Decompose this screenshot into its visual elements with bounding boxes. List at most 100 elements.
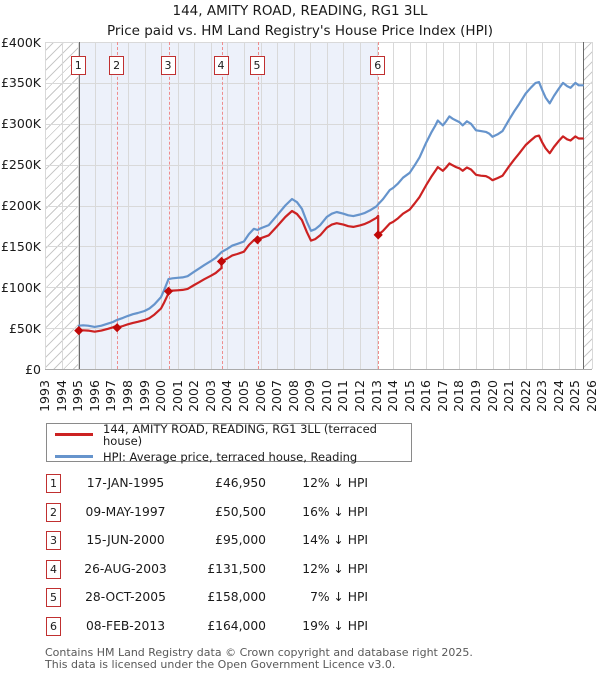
x-axis-tick-label: 2026 [584, 380, 599, 412]
horizontal-gridline [45, 123, 592, 125]
sale-vs-hpi: 12% ↓ HPI [302, 476, 368, 490]
sale-date: 26-AUG-2003 [84, 561, 167, 576]
x-axis-tick-label: 2000 [153, 380, 168, 412]
horizontal-gridline [45, 328, 592, 330]
sale-row: 3 15-JUN-2000 £95,000 14% ↓ HPI [0, 531, 600, 551]
horizontal-gridline [45, 205, 592, 207]
x-axis-tick-label: 2013 [368, 380, 384, 412]
sale-marker-diamond [373, 230, 383, 240]
x-axis-tick-label: 2019 [468, 380, 483, 412]
legend-label-property: 144, AMITY ROAD, READING, RG1 3LL (terra… [103, 421, 377, 448]
horizontal-gridline [45, 369, 592, 370]
x-axis-tick-label: 1995 [70, 380, 86, 412]
license-line-1: Contains HM Land Registry data © Crown c… [45, 646, 473, 659]
x-axis-tick-label: 1996 [86, 380, 102, 412]
sale-price: £158,000 [207, 590, 266, 604]
x-axis-tick-label: 2008 [285, 380, 301, 412]
sale-row: 6 08-FEB-2013 £164,000 19% ↓ HPI [0, 616, 600, 637]
x-axis-tick-label: 2010 [318, 380, 334, 412]
sale-number-badge: 5 [46, 588, 61, 607]
page-title: 144, AMITY ROAD, READING, RG1 3LL [172, 3, 428, 19]
sale-vs-hpi: 14% ↓ HPI [302, 533, 368, 547]
series-line [77, 80, 585, 328]
sale-vs-hpi: 19% ↓ HPI [302, 618, 368, 633]
x-axis-tick-label: 2015 [401, 380, 417, 412]
sale-vs-hpi: 7% ↓ HPI [310, 590, 368, 604]
sale-marker-diamond [74, 326, 84, 336]
page-subtitle: Price paid vs. HM Land Registry's House … [107, 23, 493, 39]
x-axis-tick-label: 2011 [335, 380, 351, 412]
sale-date: 17-JAN-1995 [86, 476, 165, 490]
y-axis-tick-label: £300K [0, 116, 41, 132]
x-axis-tick-label: 2009 [302, 380, 318, 412]
legend-item-hpi: HPI: Average price, terraced house, Read… [55, 451, 411, 463]
x-axis-tick-label: 2022 [517, 380, 533, 412]
horizontal-gridline [45, 82, 592, 84]
sale-date-dashed-line [117, 42, 119, 369]
sale-marker-diamond [163, 286, 174, 296]
series-line [77, 134, 585, 333]
sale-marker-diamond [216, 256, 227, 267]
x-axis-tick-label: 2014 [385, 380, 401, 412]
sale-number-box: 5 [249, 56, 265, 75]
y-axis-tick-label: £50K [8, 320, 41, 336]
y-axis-tick-label: £200K [0, 198, 41, 213]
sale-marker-diamond [252, 235, 263, 245]
sale-row: 4 26-AUG-2003 £131,500 12% ↓ HPI [0, 559, 600, 580]
price-series [74, 80, 585, 336]
x-axis-tick-label: 2001 [169, 380, 185, 412]
sale-number-box: 1 [70, 56, 86, 75]
sale-number-box: 4 [213, 56, 229, 75]
y-axis-tick-label: £250K [0, 157, 41, 173]
sale-row: 1 17-JAN-1995 £46,950 12% ↓ HPI [0, 474, 600, 494]
y-axis-tick-label: £100K [0, 279, 41, 295]
x-axis-tick-label: 2005 [235, 380, 251, 412]
y-axis-tick-label: £0 [25, 361, 41, 377]
x-axis-tick-label: 1994 [53, 380, 69, 412]
sale-price: £164,000 [207, 618, 266, 633]
sale-number-badge: 2 [46, 502, 61, 522]
sale-vs-hpi: 12% ↓ HPI [302, 561, 368, 576]
x-axis-tick-label: 2020 [484, 380, 500, 412]
sale-date: 08-FEB-2013 [85, 618, 166, 633]
x-axis-tick-label: 1999 [136, 380, 152, 412]
sale-number-box: 6 [370, 56, 386, 75]
horizontal-gridline [45, 287, 592, 289]
x-axis-tick-label: 2006 [252, 380, 268, 412]
sale-number-badge: 4 [46, 559, 61, 579]
sale-row: 5 28-OCT-2005 £158,000 7% ↓ HPI [0, 588, 600, 608]
sale-date-dashed-line [378, 42, 380, 369]
vertical-gridline [592, 42, 593, 369]
sale-price: £95,000 [215, 533, 266, 547]
red-line-sample-icon [55, 433, 93, 436]
y-axis-tick-label: £400K [0, 34, 41, 50]
x-axis-tick-label: 1998 [119, 380, 135, 412]
sale-number-box: 2 [109, 56, 125, 75]
horizontal-gridline [45, 42, 592, 43]
y-axis-tick-label: £150K [0, 238, 41, 254]
x-axis-tick-label: 2018 [451, 380, 467, 412]
x-axis-tick-label: 2017 [434, 380, 450, 412]
sale-number-badge: 6 [46, 616, 61, 636]
legend-label-hpi: HPI: Average price, terraced house, Read… [103, 449, 358, 464]
x-axis-tick-label: 2004 [219, 380, 235, 412]
x-axis-tick-label: 2023 [534, 380, 550, 412]
sale-date: 09-MAY-1997 [85, 504, 166, 519]
license-line-2: This data is licensed under the Open Gov… [45, 658, 396, 671]
sale-price: £131,500 [207, 561, 266, 576]
sale-vs-hpi: 16% ↓ HPI [302, 504, 368, 519]
sale-price: £50,500 [215, 504, 266, 519]
sale-date-dashed-line [257, 42, 259, 369]
legend-item-property: 144, AMITY ROAD, READING, RG1 3LL (terra… [55, 423, 411, 447]
x-axis-tick-label: 1993 [37, 380, 52, 412]
sale-number-badge: 1 [46, 474, 61, 493]
horizontal-gridline [45, 246, 592, 248]
data-start-line [78, 42, 81, 369]
sale-number-badge: 3 [46, 531, 61, 550]
y-axis-tick-label: £350K [0, 75, 41, 91]
sale-date: 28-OCT-2005 [85, 590, 166, 604]
x-axis-tick-label: 2002 [186, 380, 202, 412]
sale-date: 15-JUN-2000 [86, 533, 165, 547]
sale-marker-diamond [112, 323, 122, 333]
